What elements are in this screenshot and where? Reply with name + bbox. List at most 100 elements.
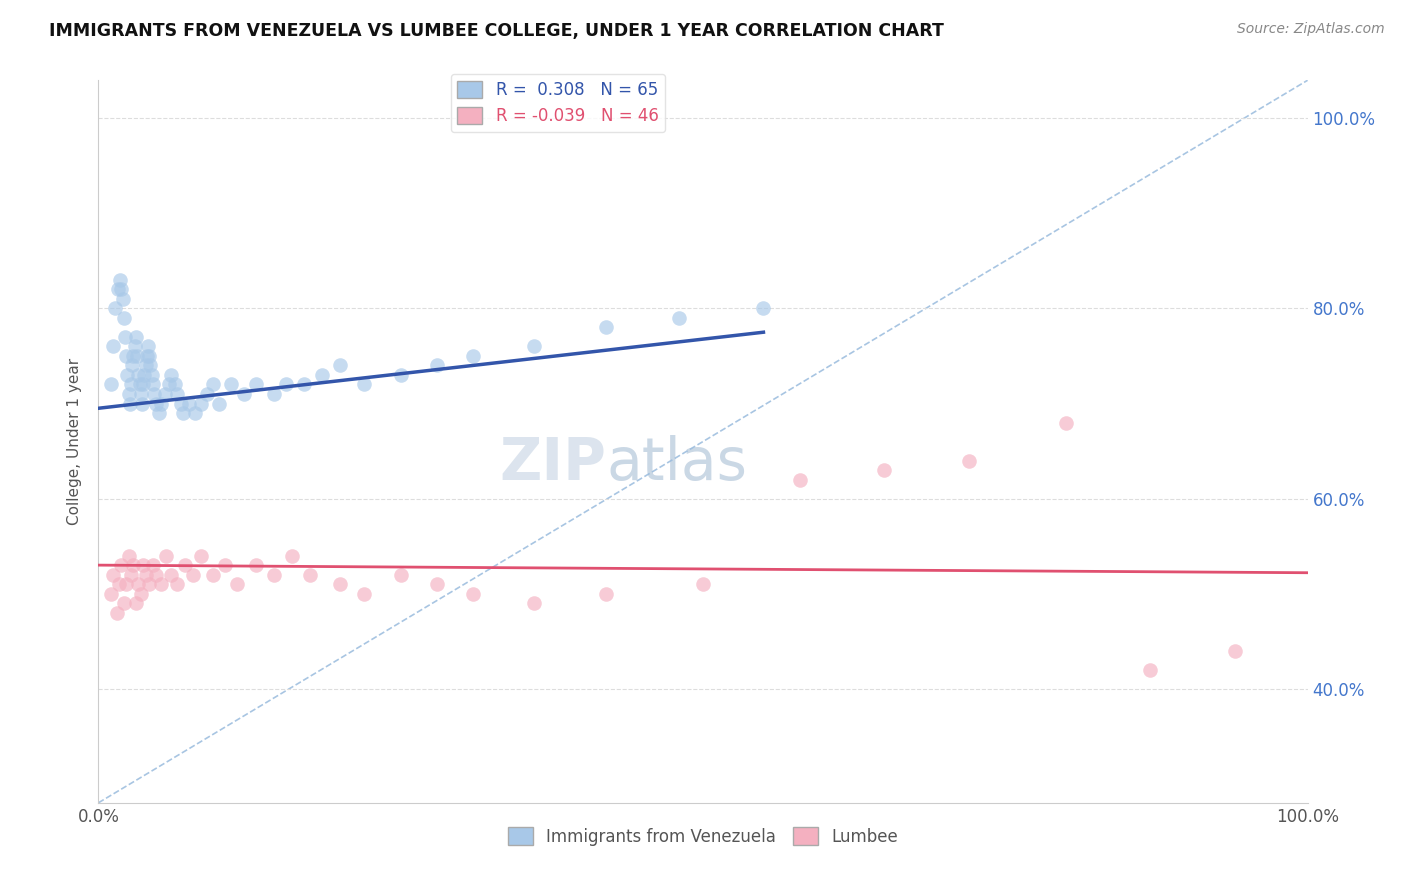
Legend: Immigrants from Venezuela, Lumbee: Immigrants from Venezuela, Lumbee bbox=[502, 821, 904, 852]
Point bbox=[114, 330, 136, 344]
Point bbox=[111, 292, 134, 306]
Point bbox=[166, 387, 188, 401]
Point bbox=[221, 377, 243, 392]
Point bbox=[138, 577, 160, 591]
Point bbox=[101, 339, 124, 353]
Point bbox=[142, 377, 165, 392]
Point bbox=[138, 349, 160, 363]
Point bbox=[311, 368, 333, 382]
Point bbox=[353, 587, 375, 601]
Point bbox=[668, 310, 690, 325]
Point bbox=[166, 577, 188, 591]
Point bbox=[263, 567, 285, 582]
Point bbox=[195, 387, 218, 401]
Point bbox=[523, 339, 546, 353]
Point bbox=[104, 301, 127, 316]
Point bbox=[100, 587, 122, 601]
Point bbox=[129, 587, 152, 601]
Point bbox=[112, 310, 135, 325]
Point bbox=[426, 577, 449, 591]
Point bbox=[202, 377, 225, 392]
Point bbox=[136, 339, 159, 353]
Point bbox=[873, 463, 896, 477]
Point bbox=[299, 567, 322, 582]
Point bbox=[115, 349, 138, 363]
Point bbox=[127, 349, 149, 363]
Point bbox=[132, 377, 155, 392]
Point bbox=[214, 558, 236, 573]
Point bbox=[121, 359, 143, 373]
Point bbox=[523, 596, 546, 610]
Point bbox=[124, 339, 146, 353]
Point bbox=[389, 368, 412, 382]
Point bbox=[153, 387, 176, 401]
Point bbox=[172, 406, 194, 420]
Point bbox=[145, 567, 167, 582]
Point bbox=[129, 387, 152, 401]
Point bbox=[169, 396, 191, 410]
Point bbox=[135, 359, 157, 373]
Point bbox=[135, 349, 157, 363]
Point bbox=[692, 577, 714, 591]
Point bbox=[150, 396, 173, 410]
Point bbox=[134, 368, 156, 382]
Point bbox=[145, 396, 167, 410]
Point bbox=[226, 577, 249, 591]
Point bbox=[122, 349, 145, 363]
Text: IMMIGRANTS FROM VENEZUELA VS LUMBEE COLLEGE, UNDER 1 YEAR CORRELATION CHART: IMMIGRANTS FROM VENEZUELA VS LUMBEE COLL… bbox=[49, 22, 943, 40]
Point bbox=[128, 377, 150, 392]
Point bbox=[1139, 663, 1161, 677]
Point bbox=[155, 549, 177, 563]
Point bbox=[108, 577, 131, 591]
Point bbox=[752, 301, 775, 316]
Point bbox=[117, 368, 139, 382]
Point bbox=[110, 282, 132, 296]
Point bbox=[150, 577, 173, 591]
Point bbox=[127, 577, 149, 591]
Point bbox=[463, 587, 485, 601]
Point bbox=[957, 453, 980, 467]
Point bbox=[122, 558, 145, 573]
Point bbox=[118, 396, 141, 410]
Point bbox=[105, 606, 128, 620]
Point bbox=[190, 549, 212, 563]
Point bbox=[179, 396, 201, 410]
Point bbox=[108, 273, 131, 287]
Point bbox=[181, 567, 204, 582]
Point bbox=[107, 282, 129, 296]
Point bbox=[389, 567, 412, 582]
Point bbox=[595, 320, 617, 334]
Point bbox=[163, 377, 186, 392]
Point bbox=[245, 377, 267, 392]
Point bbox=[263, 387, 285, 401]
Point bbox=[148, 406, 170, 420]
Point bbox=[100, 377, 122, 392]
Point bbox=[125, 330, 148, 344]
Text: ZIP: ZIP bbox=[499, 434, 606, 491]
Point bbox=[292, 377, 315, 392]
Point bbox=[142, 558, 165, 573]
Point bbox=[127, 368, 149, 382]
Point bbox=[426, 359, 449, 373]
Point bbox=[463, 349, 485, 363]
Point bbox=[174, 558, 197, 573]
Point bbox=[208, 396, 231, 410]
Point bbox=[190, 396, 212, 410]
Point bbox=[160, 368, 183, 382]
Point bbox=[139, 359, 162, 373]
Y-axis label: College, Under 1 year: College, Under 1 year bbox=[67, 358, 83, 525]
Point bbox=[120, 567, 142, 582]
Point bbox=[157, 377, 180, 392]
Point bbox=[131, 396, 153, 410]
Point bbox=[281, 549, 304, 563]
Point bbox=[329, 577, 352, 591]
Point bbox=[202, 567, 225, 582]
Point bbox=[232, 387, 254, 401]
Point bbox=[353, 377, 375, 392]
Point bbox=[132, 558, 155, 573]
Point bbox=[118, 549, 141, 563]
Point bbox=[1223, 643, 1246, 657]
Point bbox=[118, 387, 141, 401]
Point bbox=[120, 377, 142, 392]
Point bbox=[143, 387, 166, 401]
